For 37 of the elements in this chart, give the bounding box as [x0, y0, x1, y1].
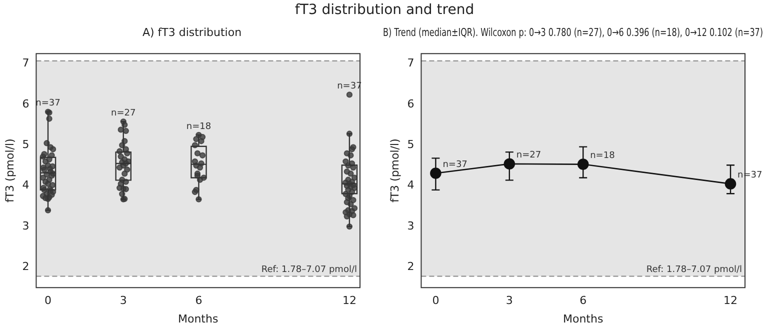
band-label: Ref: 1.78–7.07 pmol/l: [646, 265, 742, 276]
text: fT3 distribution and trend: [294, 2, 476, 18]
y-tick-label: 5: [407, 138, 414, 152]
y-tick-label: 6: [407, 97, 414, 110]
y-axis-title: fT3 (pmol/l): [388, 138, 402, 203]
x-tick-label: 0: [44, 294, 52, 308]
x-tick-label: 0: [432, 294, 440, 308]
x-tick-label: 6: [580, 294, 587, 308]
y-tick-label: 7: [22, 56, 30, 70]
x-tick-label: 3: [120, 294, 127, 308]
x-tick-label: 6: [195, 294, 202, 308]
x-axis-title: Months: [178, 312, 218, 326]
y-tick-label: 5: [22, 138, 30, 152]
y-tick-label: 4: [22, 178, 30, 192]
x-tick-label: 12: [724, 294, 738, 308]
annotation: n=27: [111, 108, 136, 118]
annotation: n=27: [516, 150, 542, 161]
chart-title: B) Trend (median±IQR). Wilcoxon p: 0→3 0.780 (n=27), 0→6 0.396 (n=18), 0→12 0.102 (n=37): [383, 26, 763, 39]
y-tick-label: 2: [22, 260, 30, 274]
y-tick-label: 4: [407, 178, 414, 192]
annotation: n=37: [36, 98, 60, 109]
x-tick-label: 12: [342, 294, 356, 308]
chart-title: A) fT3 distribution: [142, 26, 242, 39]
annotation: n=37: [442, 160, 468, 170]
point: [724, 178, 736, 190]
y-tick-label: 2: [407, 260, 414, 274]
y-tick-label: 7: [407, 56, 414, 70]
point: [577, 158, 589, 170]
x-axis-title: Months: [562, 312, 604, 326]
annotation: n=18: [186, 122, 212, 132]
annotation: n=18: [590, 151, 616, 162]
band-label: Ref: 1.78–7.07 pmol/l: [261, 265, 357, 276]
y-tick-label: 3: [407, 219, 414, 232]
x-tick-label: 3: [506, 294, 513, 308]
y-tick-label: 6: [22, 97, 30, 110]
y-tick-label: 3: [22, 219, 30, 232]
y-axis-title: fT3 (pmol/l): [3, 138, 16, 203]
